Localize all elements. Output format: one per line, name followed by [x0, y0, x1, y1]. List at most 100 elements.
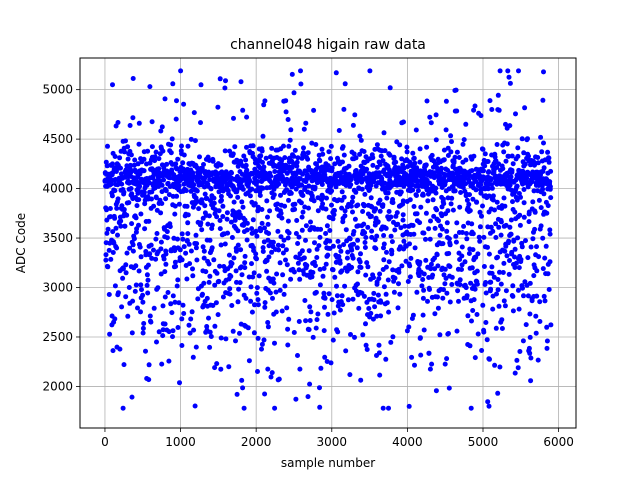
- data-point: [439, 213, 445, 219]
- data-point: [483, 280, 489, 285]
- data-point: [393, 159, 399, 165]
- data-point: [425, 198, 431, 204]
- data-point: [302, 298, 308, 303]
- data-point: [233, 248, 239, 254]
- data-point: [140, 292, 146, 298]
- data-point: [138, 282, 144, 288]
- data-point: [232, 144, 238, 150]
- data-point: [222, 148, 228, 154]
- data-point: [533, 313, 539, 319]
- data-point: [390, 267, 396, 273]
- data-point: [348, 332, 353, 337]
- data-point: [158, 239, 164, 245]
- data-point: [401, 238, 407, 244]
- data-point: [260, 249, 266, 254]
- data-point: [449, 139, 454, 145]
- data-point: [121, 362, 127, 368]
- data-point: [538, 205, 544, 211]
- data-point: [489, 264, 495, 270]
- data-point: [332, 274, 338, 280]
- data-point: [278, 234, 284, 240]
- data-point: [527, 311, 533, 317]
- data-point: [264, 268, 270, 274]
- data-point: [507, 258, 512, 263]
- data-point: [325, 163, 331, 169]
- data-point: [292, 201, 298, 207]
- data-point: [174, 283, 180, 289]
- data-point: [363, 321, 368, 327]
- data-point: [271, 192, 277, 198]
- data-point: [255, 369, 260, 374]
- data-point: [193, 245, 199, 251]
- data-point: [246, 274, 252, 280]
- data-point: [501, 149, 507, 155]
- data-point: [274, 271, 280, 277]
- data-point: [395, 221, 401, 227]
- data-point: [493, 325, 499, 331]
- data-point: [508, 174, 514, 180]
- data-point: [530, 199, 536, 205]
- data-point: [125, 144, 131, 150]
- data-point: [170, 81, 176, 87]
- data-point: [516, 191, 522, 196]
- data-point: [400, 198, 406, 204]
- data-point: [456, 155, 462, 160]
- data-point: [293, 186, 299, 192]
- data-point: [282, 155, 288, 161]
- data-point: [386, 259, 392, 265]
- data-point: [259, 346, 264, 352]
- data-point: [317, 385, 322, 391]
- data-point: [254, 169, 260, 175]
- data-point: [314, 317, 320, 323]
- data-point: [237, 330, 242, 336]
- data-point: [460, 141, 466, 147]
- data-point: [412, 160, 418, 166]
- data-point: [462, 259, 468, 265]
- data-point: [303, 120, 309, 126]
- data-point: [138, 309, 143, 315]
- data-point: [305, 150, 311, 156]
- data-point: [391, 154, 397, 160]
- data-point: [404, 144, 410, 150]
- data-point: [497, 269, 502, 275]
- data-point: [285, 326, 291, 332]
- data-point: [244, 227, 250, 233]
- data-point: [528, 355, 534, 361]
- data-point: [185, 220, 191, 226]
- data-point: [119, 181, 125, 187]
- data-point: [170, 293, 176, 299]
- data-point: [376, 276, 382, 282]
- data-point: [227, 291, 233, 297]
- data-point: [282, 283, 288, 289]
- data-point: [179, 143, 184, 149]
- data-point: [258, 228, 264, 234]
- data-point: [544, 324, 550, 330]
- data-point: [271, 280, 277, 286]
- data-point: [541, 69, 546, 75]
- data-point: [299, 214, 305, 220]
- data-point: [516, 265, 522, 271]
- data-point: [185, 143, 191, 149]
- data-point: [390, 334, 396, 340]
- data-point: [214, 361, 220, 367]
- data-point: [228, 193, 233, 199]
- data-point: [268, 374, 274, 380]
- data-point: [395, 305, 401, 311]
- data-point: [457, 204, 463, 210]
- data-point: [324, 195, 329, 201]
- data-point: [378, 153, 384, 159]
- data-point: [129, 394, 135, 400]
- data-point: [198, 120, 203, 126]
- data-point: [510, 293, 516, 299]
- data-point: [521, 150, 527, 156]
- data-point: [301, 145, 306, 151]
- data-point: [386, 209, 392, 214]
- data-point: [537, 319, 543, 324]
- data-point: [317, 234, 323, 240]
- data-point: [385, 277, 391, 283]
- data-point: [374, 233, 380, 239]
- data-point: [208, 334, 214, 339]
- data-point: [334, 283, 339, 289]
- data-point: [435, 305, 441, 311]
- data-point: [172, 211, 178, 217]
